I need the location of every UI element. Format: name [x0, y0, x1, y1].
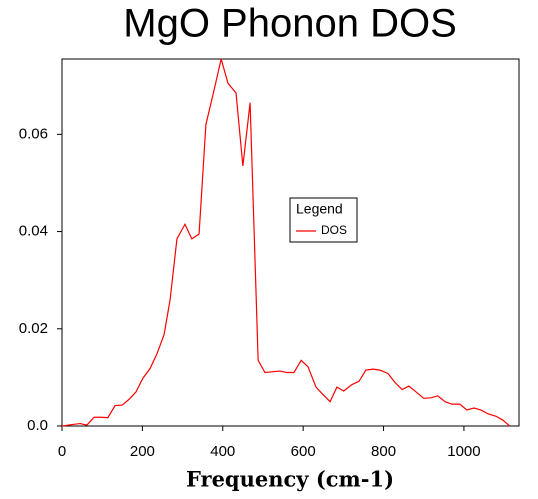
x-tick-label: 200	[130, 443, 155, 460]
y-tick-label: 0.04	[19, 223, 48, 240]
legend-box	[289, 197, 358, 243]
legend-title: Legend	[296, 201, 343, 217]
legend-label: DOS	[321, 223, 347, 237]
chart-title: MgO Phonon DOS	[123, 2, 457, 46]
x-tick-label: 800	[371, 443, 396, 460]
y-tick-label: 0.02	[19, 320, 48, 337]
y-tick-label: 0.0	[27, 417, 48, 434]
plot-frame	[61, 58, 520, 427]
data-line	[61, 58, 511, 427]
x-axis-label: Frequency (cm-1)	[186, 467, 394, 492]
y-tick-label: 0.06	[19, 125, 48, 142]
x-tick-label: 600	[291, 443, 316, 460]
x-tick-label: 400	[210, 443, 235, 460]
x-tick-label: 0	[58, 443, 66, 460]
x-tick-label: 1000	[447, 443, 480, 460]
